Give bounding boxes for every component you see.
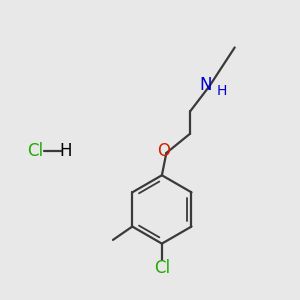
Text: H: H: [59, 142, 71, 160]
Text: N: N: [200, 76, 212, 94]
Text: Cl: Cl: [28, 142, 43, 160]
Text: O: O: [157, 142, 170, 160]
Text: H: H: [217, 84, 227, 98]
Text: Cl: Cl: [154, 259, 170, 277]
